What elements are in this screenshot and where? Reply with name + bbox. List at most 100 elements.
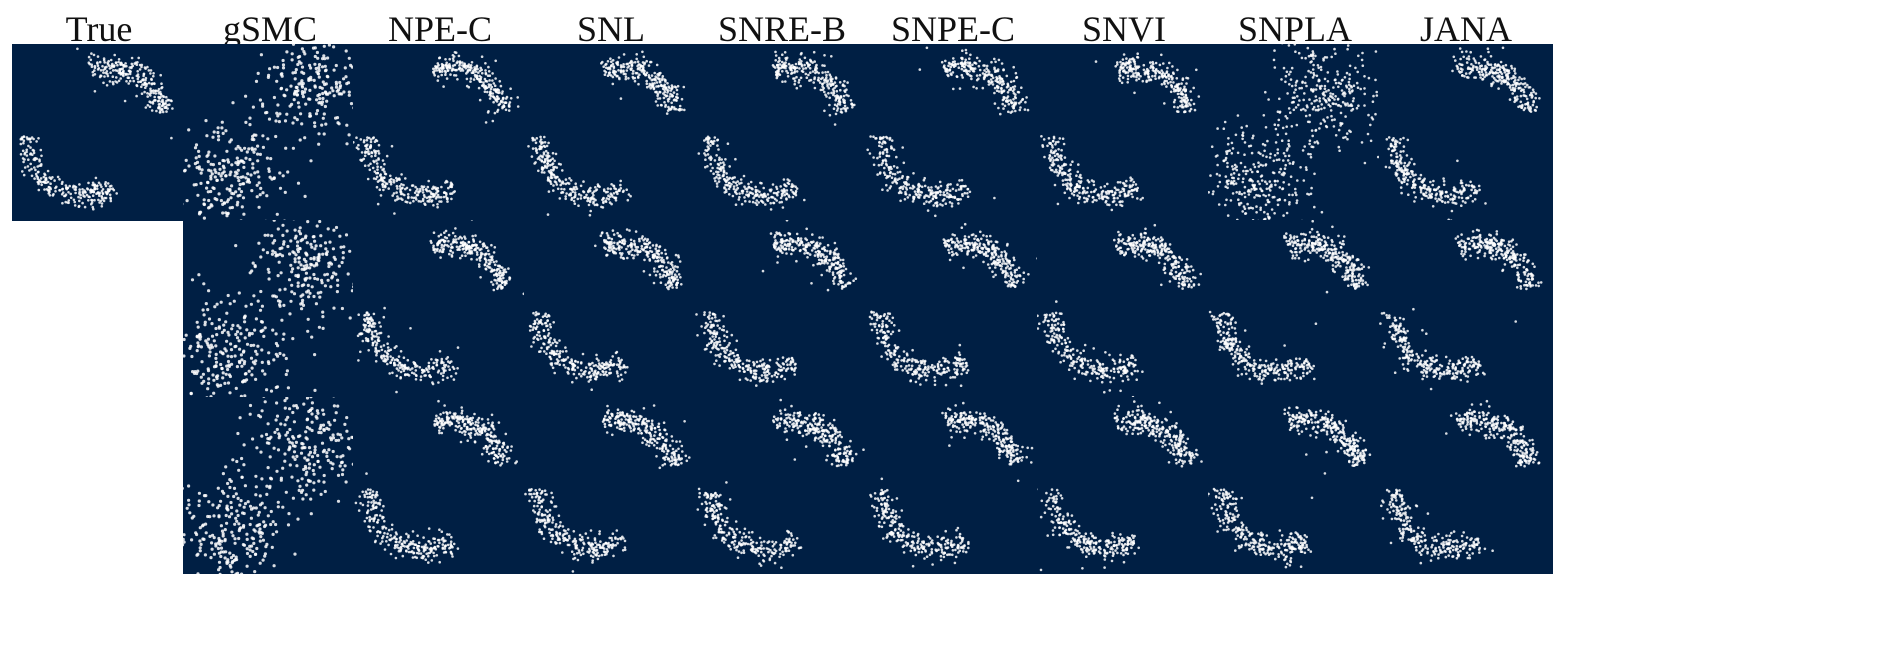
data-point: [1315, 98, 1318, 102]
data-point: [1222, 127, 1226, 130]
scatter-plot: [866, 46, 1030, 218]
data-point: [1231, 181, 1235, 185]
data-point: [1402, 178, 1406, 181]
data-point: [261, 191, 265, 195]
data-point: [572, 199, 576, 203]
data-point: [1401, 170, 1404, 173]
data-point: [1239, 161, 1243, 165]
data-point: [753, 194, 757, 198]
data-point: [261, 134, 265, 138]
data-point: [1360, 58, 1364, 62]
data-point: [313, 239, 317, 243]
data-point: [1498, 78, 1502, 81]
data-point: [1211, 192, 1215, 196]
data-point: [245, 342, 250, 346]
data-point: [199, 375, 203, 379]
data-point: [546, 159, 550, 163]
data-point: [254, 359, 258, 363]
data-point: [1299, 166, 1302, 169]
data-point: [392, 192, 396, 195]
data-point: [1306, 46, 1310, 50]
data-point: [483, 77, 487, 81]
data-point: [787, 182, 791, 186]
data-point: [1492, 76, 1496, 80]
data-point: [286, 386, 290, 390]
data-point: [398, 185, 402, 188]
data-point: [1167, 74, 1170, 78]
data-point: [1297, 103, 1300, 107]
data-point: [1068, 183, 1072, 186]
data-point: [1078, 191, 1081, 195]
data-point: [1051, 164, 1055, 167]
data-point: [543, 135, 546, 139]
data-point: [1064, 163, 1068, 166]
data-point: [212, 365, 217, 369]
data-point: [85, 193, 89, 197]
data-point: [758, 195, 761, 198]
data-point: [1508, 98, 1512, 101]
data-point: [758, 190, 761, 194]
data-point: [1134, 71, 1138, 74]
data-point: [242, 165, 246, 169]
data-point: [1238, 192, 1241, 195]
data-point: [321, 57, 325, 61]
data-point: [1007, 102, 1011, 106]
data-point: [830, 91, 833, 95]
data-point: [1274, 141, 1278, 144]
data-point: [1165, 85, 1168, 88]
data-point: [1318, 97, 1321, 100]
data-point: [237, 291, 241, 295]
data-point: [1120, 190, 1123, 193]
data-point: [1236, 114, 1240, 117]
data-point: [183, 337, 186, 342]
data-point: [100, 205, 104, 208]
data-point: [125, 80, 128, 83]
data-point: [33, 177, 36, 180]
data-point: [99, 69, 103, 72]
data-point: [130, 56, 134, 60]
data-point: [1243, 185, 1247, 189]
data-point: [283, 190, 287, 194]
data-point: [1019, 100, 1023, 103]
data-point: [944, 59, 947, 63]
data-point: [499, 84, 503, 88]
data-point: [203, 320, 207, 324]
data-point: [206, 160, 210, 164]
data-point: [1012, 92, 1016, 95]
data-point: [1294, 187, 1297, 191]
data-point: [1464, 201, 1467, 204]
data-point: [248, 157, 252, 162]
data-point: [957, 188, 961, 191]
data-point: [146, 95, 149, 98]
data-point: [579, 184, 583, 188]
data-point: [1302, 107, 1305, 111]
data-point: [428, 198, 431, 201]
data-point: [878, 152, 882, 156]
data-point: [1021, 97, 1025, 101]
data-point: [1245, 124, 1248, 128]
data-point: [1121, 187, 1124, 190]
data-point: [1519, 86, 1522, 90]
data-point: [1132, 60, 1136, 63]
data-point: [170, 136, 173, 140]
data-point: [774, 191, 778, 195]
data-point: [449, 73, 452, 76]
data-point: [538, 147, 541, 151]
data-point: [794, 185, 797, 188]
data-point: [32, 151, 36, 155]
data-point: [347, 133, 351, 137]
data-point: [1076, 183, 1079, 187]
data-point: [983, 69, 986, 72]
data-point: [612, 65, 616, 68]
data-point: [1063, 171, 1067, 175]
data-point: [1347, 83, 1351, 87]
data-point: [678, 104, 682, 108]
data-point: [610, 183, 613, 186]
data-point: [260, 348, 264, 352]
data-point: [1422, 179, 1426, 182]
data-point: [1121, 62, 1125, 65]
data-point: [1330, 114, 1333, 118]
data-point: [808, 67, 812, 70]
data-point: [1478, 67, 1482, 70]
data-point: [491, 92, 495, 95]
